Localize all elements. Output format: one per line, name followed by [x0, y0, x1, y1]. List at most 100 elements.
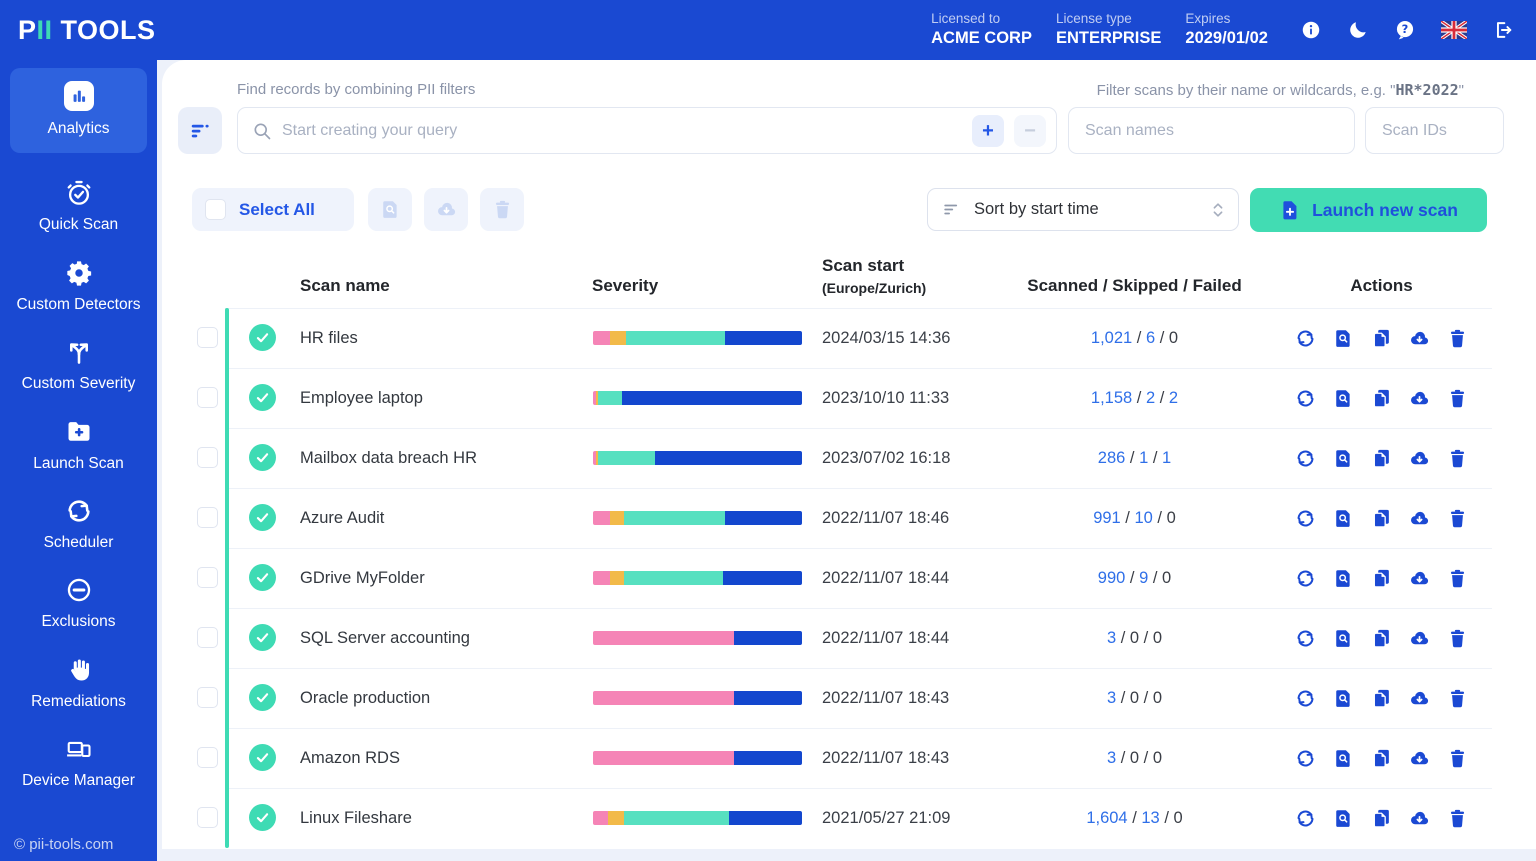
- duplicate-button[interactable]: [1371, 688, 1392, 709]
- count-value[interactable]: 9: [1139, 569, 1148, 587]
- count-value[interactable]: 1: [1162, 449, 1171, 467]
- sidebar-item-remediations[interactable]: Remediations: [6, 656, 151, 711]
- sidebar-item-device-manager[interactable]: Device Manager: [6, 735, 151, 790]
- row-select-checkbox[interactable]: [197, 567, 218, 588]
- row-select-checkbox[interactable]: [197, 627, 218, 648]
- rescan-button[interactable]: [1295, 628, 1316, 649]
- delete-button[interactable]: [1447, 388, 1468, 409]
- sidebar-item-quick-scan[interactable]: Quick Scan: [6, 179, 151, 234]
- view-report-button[interactable]: [1333, 448, 1354, 469]
- duplicate-button[interactable]: [1371, 448, 1392, 469]
- sidebar-item-analytics[interactable]: Analytics: [10, 68, 147, 153]
- count-value[interactable]: 990: [1098, 569, 1126, 587]
- count-value[interactable]: 3: [1107, 749, 1116, 767]
- duplicate-button[interactable]: [1371, 628, 1392, 649]
- view-report-button[interactable]: [1333, 328, 1354, 349]
- bulk-download-button[interactable]: [424, 188, 468, 231]
- duplicate-button[interactable]: [1371, 508, 1392, 529]
- row-select-checkbox[interactable]: [197, 747, 218, 768]
- view-report-button[interactable]: [1333, 748, 1354, 769]
- delete-button[interactable]: [1447, 628, 1468, 649]
- rescan-button[interactable]: [1295, 328, 1316, 349]
- count-value[interactable]: 1,021: [1091, 329, 1132, 347]
- delete-button[interactable]: [1447, 808, 1468, 829]
- view-report-button[interactable]: [1333, 568, 1354, 589]
- delete-button[interactable]: [1447, 748, 1468, 769]
- count-value[interactable]: 6: [1146, 329, 1155, 347]
- duplicate-button[interactable]: [1371, 748, 1392, 769]
- dark-mode-icon[interactable]: [1347, 19, 1369, 41]
- row-select-checkbox[interactable]: [197, 807, 218, 828]
- help-icon[interactable]: ?: [1394, 19, 1416, 41]
- logout-icon[interactable]: [1492, 19, 1514, 41]
- add-filter-button[interactable]: +: [972, 115, 1004, 147]
- sidebar-item-exclusions[interactable]: Exclusions: [6, 576, 151, 631]
- row-select-checkbox[interactable]: [197, 387, 218, 408]
- download-button[interactable]: [1409, 688, 1430, 709]
- download-button[interactable]: [1409, 328, 1430, 349]
- duplicate-button[interactable]: [1371, 328, 1392, 349]
- select-all-checkbox[interactable]: [205, 199, 226, 220]
- sidebar-item-scheduler[interactable]: Scheduler: [6, 497, 151, 552]
- row-select-checkbox[interactable]: [197, 327, 218, 348]
- view-report-button[interactable]: [1333, 808, 1354, 829]
- row-select-checkbox[interactable]: [197, 447, 218, 468]
- sidebar-item-launch-scan[interactable]: Launch Scan: [6, 418, 151, 473]
- count-value[interactable]: 3: [1107, 689, 1116, 707]
- count-value[interactable]: 1,604: [1086, 809, 1127, 827]
- row-select-checkbox[interactable]: [197, 507, 218, 528]
- delete-button[interactable]: [1447, 688, 1468, 709]
- delete-button[interactable]: [1447, 568, 1468, 589]
- view-report-button[interactable]: [1333, 628, 1354, 649]
- view-report-button[interactable]: [1333, 508, 1354, 529]
- filter-lines-icon[interactable]: [178, 107, 222, 154]
- count-value[interactable]: 2: [1169, 389, 1178, 407]
- language-flag-icon[interactable]: [1441, 21, 1467, 39]
- count-value[interactable]: 10: [1134, 509, 1152, 527]
- scan-names-input[interactable]: [1069, 122, 1354, 140]
- duplicate-button[interactable]: [1371, 808, 1392, 829]
- download-button[interactable]: [1409, 568, 1430, 589]
- download-button[interactable]: [1409, 748, 1430, 769]
- view-report-button[interactable]: [1333, 388, 1354, 409]
- download-button[interactable]: [1409, 388, 1430, 409]
- count-value[interactable]: 1,158: [1091, 389, 1132, 407]
- rescan-button[interactable]: [1295, 688, 1316, 709]
- rescan-button[interactable]: [1295, 748, 1316, 769]
- download-button[interactable]: [1409, 448, 1430, 469]
- delete-button[interactable]: [1447, 328, 1468, 349]
- bulk-delete-button[interactable]: [480, 188, 524, 231]
- row-select-checkbox[interactable]: [197, 687, 218, 708]
- scan-name: Azure Audit: [300, 488, 384, 548]
- delete-button[interactable]: [1447, 508, 1468, 529]
- download-button[interactable]: [1409, 808, 1430, 829]
- select-all-button[interactable]: Select All: [192, 188, 354, 231]
- download-button[interactable]: [1409, 628, 1430, 649]
- scan-ids-input[interactable]: [1366, 122, 1503, 140]
- remove-filter-button[interactable]: −: [1014, 115, 1046, 147]
- sidebar-item-custom-detectors[interactable]: Custom Detectors: [6, 259, 151, 314]
- rescan-button[interactable]: [1295, 448, 1316, 469]
- count-value[interactable]: 286: [1098, 449, 1126, 467]
- bulk-view-report-button[interactable]: [368, 188, 412, 231]
- duplicate-button[interactable]: [1371, 568, 1392, 589]
- sort-dropdown[interactable]: Sort by start time: [927, 188, 1239, 231]
- count-value[interactable]: 1: [1139, 449, 1148, 467]
- delete-button[interactable]: [1447, 448, 1468, 469]
- view-report-button[interactable]: [1333, 688, 1354, 709]
- count-value[interactable]: 2: [1146, 389, 1155, 407]
- info-icon[interactable]: [1300, 19, 1322, 41]
- rescan-button[interactable]: [1295, 808, 1316, 829]
- count-value[interactable]: 991: [1093, 509, 1121, 527]
- query-input[interactable]: [282, 122, 972, 140]
- rescan-button[interactable]: [1295, 568, 1316, 589]
- download-button[interactable]: [1409, 508, 1430, 529]
- rescan-button[interactable]: [1295, 388, 1316, 409]
- duplicate-button[interactable]: [1371, 388, 1392, 409]
- count-value[interactable]: 3: [1107, 629, 1116, 647]
- launch-new-scan-button[interactable]: Launch new scan: [1250, 188, 1487, 232]
- count-value[interactable]: 13: [1141, 809, 1159, 827]
- sidebar-item-custom-severity[interactable]: Custom Severity: [6, 338, 151, 393]
- footer-link[interactable]: © pii-tools.com: [14, 836, 113, 853]
- rescan-button[interactable]: [1295, 508, 1316, 529]
